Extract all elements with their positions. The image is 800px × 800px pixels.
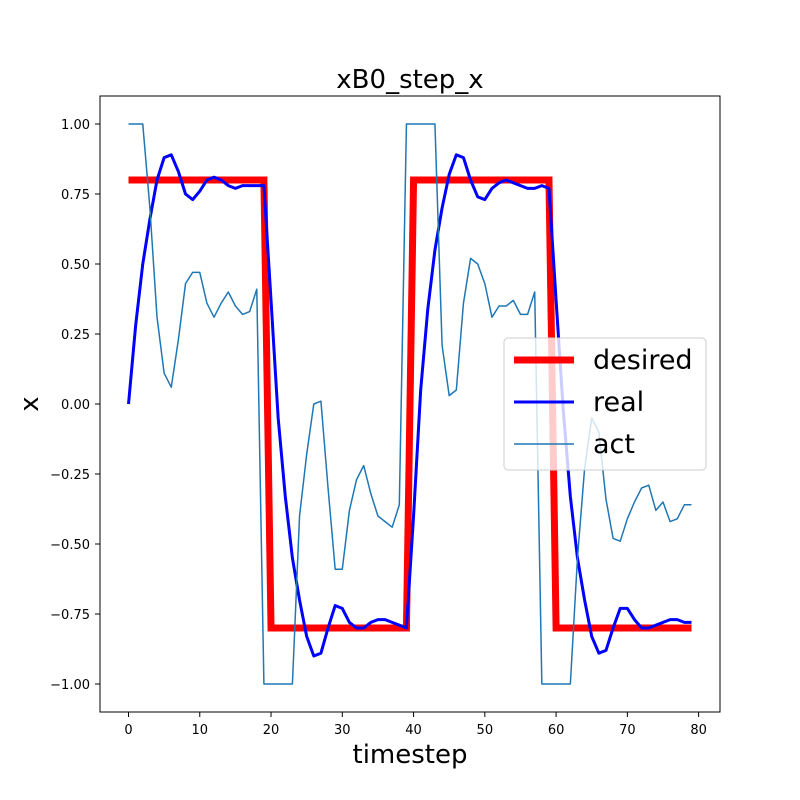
legend-label-real: real <box>593 387 644 418</box>
x-tick-label: 0 <box>124 723 132 738</box>
chart-title: xB0_step_x <box>336 65 483 95</box>
y-tick-label: −1.00 <box>50 678 90 693</box>
x-tick-label: 80 <box>690 723 707 738</box>
x-axis-label: timestep <box>353 740 468 770</box>
x-tick-label: 20 <box>263 723 280 738</box>
x-tick-label: 30 <box>334 723 351 738</box>
legend: desired real act <box>503 337 707 471</box>
x-tick-label: 50 <box>477 723 494 738</box>
y-axis-ticks: −1.00 −0.75 −0.50 −0.25 0.00 0.25 0.50 0.75 1.00 <box>50 118 100 693</box>
x-tick-label: 60 <box>548 723 565 738</box>
y-tick-label: 0.00 <box>61 398 90 413</box>
y-axis-label: x <box>15 396 45 411</box>
y-tick-label: 0.50 <box>61 258 90 273</box>
y-tick-label: −0.75 <box>50 608 90 623</box>
legend-label-desired: desired <box>593 345 693 376</box>
x-tick-label: 70 <box>619 723 636 738</box>
legend-label-act: act <box>593 429 635 460</box>
series-line-desired <box>128 176 692 632</box>
legend-box <box>503 337 707 471</box>
y-tick-label: 0.75 <box>61 188 90 203</box>
x-tick-label: 10 <box>191 723 208 738</box>
series-line-real <box>127 153 692 658</box>
y-tick-label: −0.50 <box>50 538 90 553</box>
x-axis-ticks: 0 10 20 30 40 50 60 70 80 <box>124 712 707 738</box>
y-tick-label: 0.25 <box>61 328 90 343</box>
y-tick-label: −0.25 <box>50 468 90 483</box>
x-tick-label: 40 <box>405 723 422 738</box>
y-tick-label: 1.00 <box>61 118 90 133</box>
plot-area: 0 10 20 30 40 50 60 70 80 −1.00 −0.75 −0.50 −0.25 0.… <box>50 95 721 738</box>
